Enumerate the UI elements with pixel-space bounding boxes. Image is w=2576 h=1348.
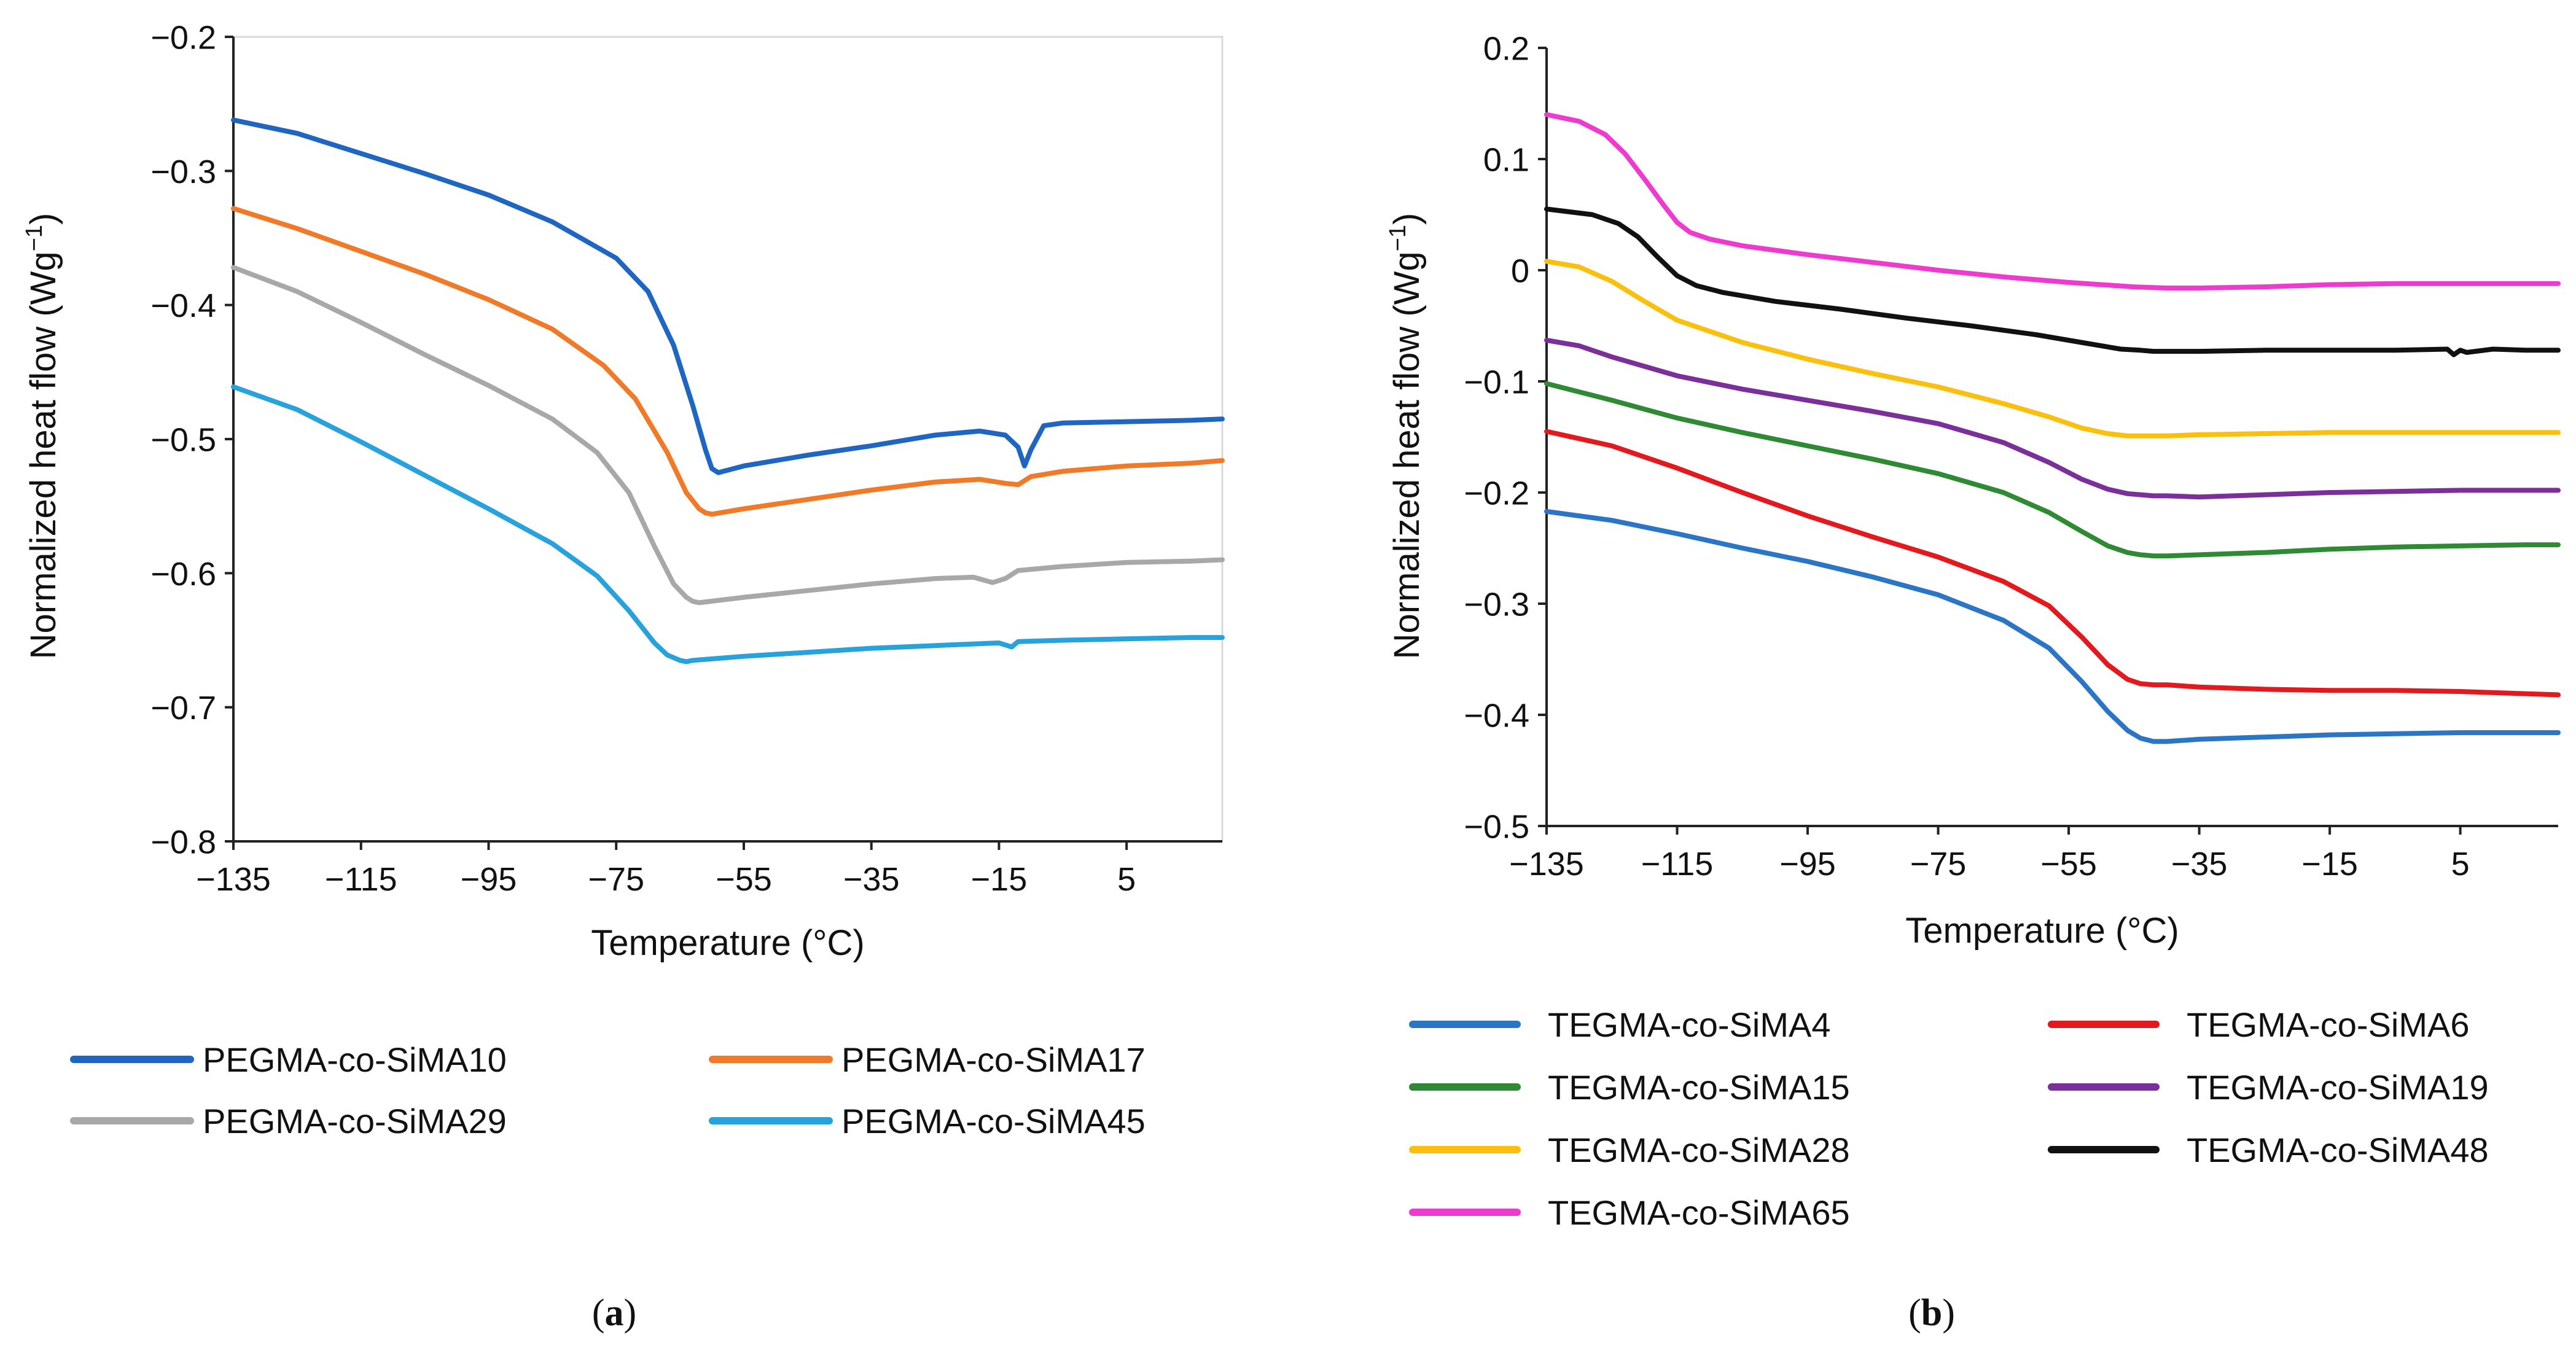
- panel-a-y-tick-label: −0.4: [150, 287, 216, 324]
- panel-b-x-tick-label: −75: [1910, 846, 1967, 882]
- panel-a-x-tick-label: −55: [716, 861, 772, 898]
- series-line-tegma-co-sima4: [1544, 508, 2561, 744]
- legend-item-tegma-co-sima65: TEGMA-co-SiMA65: [1409, 1193, 1850, 1232]
- panel-a-caption-letter: a: [605, 1292, 624, 1334]
- panel-a-series: [231, 117, 1225, 664]
- panel-b-y-tick-label: −0.2: [1464, 475, 1529, 512]
- panel-b-y-axis-label-exponent: −1: [1385, 225, 1411, 251]
- panel-a-axes: [225, 36, 1222, 850]
- panel-b-y-tick-label: −0.5: [1464, 808, 1529, 845]
- legend-label: TEGMA-co-SiMA15: [1548, 1068, 1850, 1107]
- legend-item-tegma-co-sima28: TEGMA-co-SiMA28: [1409, 1131, 1850, 1169]
- panel-b-y-tick-label: −0.3: [1464, 586, 1529, 623]
- series-line-tegma-co-sima15: [1544, 381, 2561, 559]
- panel-b-x-tick-label: −115: [1641, 846, 1714, 882]
- legend-label: TEGMA-co-SiMA65: [1548, 1193, 1850, 1232]
- panel-b-y-axis-label-close: ): [1387, 213, 1427, 225]
- panel-b-y-tick-label: −0.1: [1464, 364, 1529, 400]
- series-line-tegma-co-sima6: [1544, 429, 2561, 698]
- series-line-pegma-co-sima17: [231, 206, 1225, 517]
- panel-b-chart: −0.5−0.4−0.3−0.2−0.100.10.2 −135 −115 −95−…: [1385, 30, 2561, 1334]
- panel-a-y-axis-label: Normalized heat flow (Wg−1): [21, 213, 63, 660]
- panel-a-y-axis-label-main: Normalized heat flow (Wg: [23, 251, 63, 659]
- panel-b-x-tick-label: −15: [2301, 846, 2358, 882]
- legend-item-pegma-co-sima45: PEGMA-co-SiMA45: [709, 1102, 1146, 1140]
- panel-b-x-tick-label: −95: [1779, 846, 1836, 882]
- panel-b-x-tick-label: −35: [2171, 846, 2228, 882]
- legend-item-pegma-co-sima10: PEGMA-co-SiMA10: [70, 1040, 507, 1079]
- legend-item-tegma-co-sima6: TEGMA-co-SiMA6: [2048, 1005, 2470, 1044]
- panel-a-y-tick-label: −0.8: [150, 824, 216, 860]
- series-line-tegma-co-sima48: [1544, 206, 2561, 357]
- panel-b-caption-letter: b: [1921, 1292, 1942, 1334]
- panel-b-x-tick-labels: −135 −115 −95 −75 −55 −35 −15 5: [1509, 846, 2469, 882]
- legend-label: PEGMA-co-SiMA45: [841, 1102, 1146, 1140]
- panel-a-y-tick-label: −0.3: [150, 154, 216, 190]
- panel-a-x-tick-label: 5: [1117, 861, 1136, 898]
- panel-b-y-axis-label: Normalized heat flow (Wg−1): [1385, 213, 1427, 660]
- legend-label: PEGMA-co-SiMA10: [203, 1040, 507, 1079]
- panel-b-caption: (b): [1908, 1292, 1955, 1334]
- panel-a-y-tick-label: −0.6: [150, 556, 216, 593]
- panel-b-y-tick-label: 0.1: [1483, 141, 1529, 178]
- panel-b-y-tick-label: 0.2: [1483, 30, 1529, 67]
- legend-item-tegma-co-sima15: TEGMA-co-SiMA15: [1409, 1068, 1850, 1107]
- panel-b-legend: TEGMA-co-SiMA4 TEGMA-co-SiMA6 TEGMA-co-SiM…: [1409, 1005, 2489, 1232]
- series-line-pegma-co-sima45: [231, 384, 1225, 664]
- panel-b-x-tick-label: −55: [2040, 846, 2097, 882]
- series-line-pegma-co-sima10: [231, 117, 1225, 475]
- legend-label: TEGMA-co-SiMA19: [2187, 1068, 2489, 1107]
- panel-b-y-tick-label: 0: [1511, 252, 1529, 289]
- panel-a-x-tick-label: −75: [588, 861, 644, 898]
- panel-a-x-tick-label: −115: [325, 861, 397, 898]
- panel-b-axes: [1538, 47, 2558, 835]
- series-line-pegma-co-sima29: [231, 265, 1225, 606]
- panel-a-x-tick-label: −35: [843, 861, 900, 898]
- panel-b-y-tick-label: −0.4: [1464, 697, 1529, 734]
- legend-item-pegma-co-sima29: PEGMA-co-SiMA29: [70, 1102, 507, 1140]
- legend-label: TEGMA-co-SiMA28: [1548, 1131, 1850, 1169]
- panel-a-legend: PEGMA-co-SiMA10 PEGMA-co-SiMA17 PEGMA-co-S…: [70, 1040, 1146, 1140]
- legend-label: PEGMA-co-SiMA17: [841, 1040, 1146, 1079]
- panel-a-caption: (a): [592, 1292, 636, 1334]
- panel-a-x-tick-label: −15: [971, 861, 1028, 898]
- panel-b-series: [1544, 112, 2561, 744]
- series-line-tegma-co-sima28: [1544, 259, 2561, 438]
- panel-a-x-axis-label: Temperature (°C): [591, 923, 864, 963]
- panel-a-y-axis-label-exponent: −1: [21, 225, 47, 251]
- panel-b-y-tick-labels: −0.5 −0.4 −0.3 −0.2 −0.1 0 0.1 0.2: [1464, 30, 1529, 845]
- panel-a-chart: −0.8 −0.7 −0.6 −0.5 −0.4 −0.3 −0.2 −135 −115 −95…: [21, 19, 1225, 1334]
- panel-a-y-tick-labels: −0.8 −0.7 −0.6 −0.5 −0.4 −0.3 −0.2: [150, 19, 216, 860]
- panel-a-y-axis-label-close: ): [23, 213, 63, 225]
- legend-label: TEGMA-co-SiMA4: [1548, 1005, 1831, 1044]
- legend-item-tegma-co-sima19: TEGMA-co-SiMA19: [2048, 1068, 2489, 1107]
- legend-label: TEGMA-co-SiMA6: [2187, 1005, 2470, 1044]
- panel-a-x-tick-label: −95: [461, 861, 517, 898]
- panel-b-y-axis-label-main: Normalized heat flow (Wg: [1387, 251, 1427, 659]
- panel-a-y-tick-label: −0.5: [150, 421, 216, 458]
- series-line-tegma-co-sima19: [1544, 338, 2561, 500]
- legend-label: PEGMA-co-SiMA29: [203, 1102, 507, 1140]
- legend-item-tegma-co-sima48: TEGMA-co-SiMA48: [2048, 1131, 2489, 1169]
- panel-a-y-tick-label: −0.7: [150, 690, 216, 727]
- panel-b-x-tick-label: 5: [2451, 846, 2470, 882]
- legend-item-tegma-co-sima4: TEGMA-co-SiMA4: [1409, 1005, 1831, 1044]
- panel-a-x-tick-labels: −135 −115 −95 −75 −55 −35 −15 5: [196, 861, 1136, 898]
- panel-b-x-tick-label: −135: [1509, 846, 1584, 882]
- panel-a-y-tick-label: −0.2: [150, 19, 216, 56]
- panel-a-x-tick-label: −135: [196, 861, 271, 898]
- panel-b-x-axis-label: Temperature (°C): [1905, 911, 2179, 951]
- legend-item-pegma-co-sima17: PEGMA-co-SiMA17: [709, 1040, 1146, 1079]
- series-line-tegma-co-sima65: [1544, 112, 2561, 290]
- legend-label: TEGMA-co-SiMA48: [2187, 1131, 2489, 1169]
